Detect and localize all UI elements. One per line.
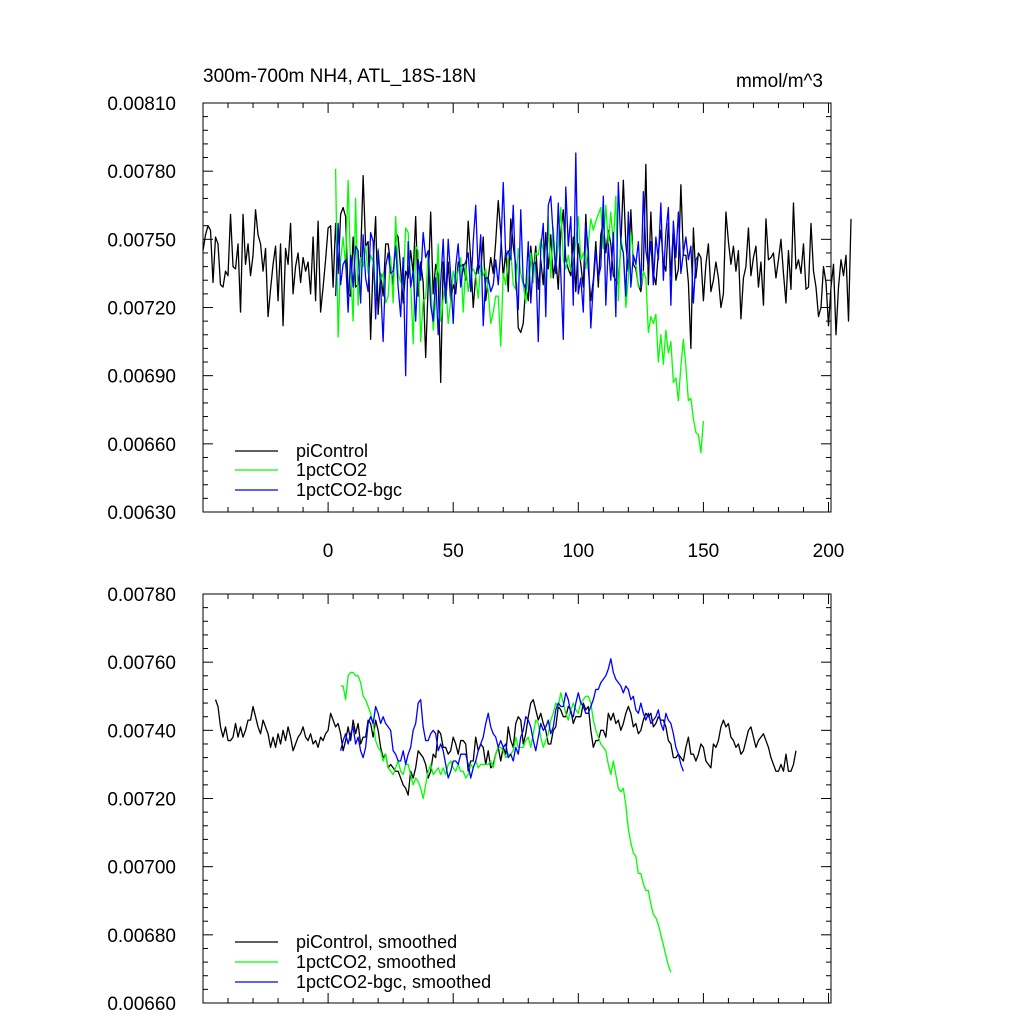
- top-axis-ticks: 0.00630 0.00660 0.00690 0.00720 0.00750 0.007…: [107, 94, 844, 562]
- y-tick-label: 0.00700: [107, 858, 176, 879]
- bottom-legend-label-1pctco2: 1pctCO2, smoothed: [296, 952, 456, 972]
- bottom-plot-frame: [202, 593, 832, 1004]
- y-tick-label: 0.00720: [107, 299, 176, 320]
- top-legend-label-1pctco2: 1pctCO2: [296, 460, 367, 480]
- top-legend-label-picontrol: piControl: [296, 441, 368, 461]
- bottom-legend: piControl, smoothed 1pctCO2, smoothed 1p…: [235, 932, 491, 992]
- top-panel-title: 300m-700m NH4, ATL_18S-18N: [203, 66, 476, 87]
- bottom-legend-label-picontrol: piControl, smoothed: [296, 932, 457, 952]
- y-tick-label: 0.00760: [107, 653, 176, 674]
- series-line-1pctco2-smoothed: [340, 671, 672, 973]
- x-tick-label: 50: [443, 541, 464, 562]
- y-tick-label: 0.00720: [107, 790, 176, 811]
- x-tick-label: 0: [323, 541, 334, 562]
- y-tick-label: 0.00810: [107, 94, 176, 115]
- x-tick-label: 100: [562, 541, 594, 562]
- y-tick-label: 0.00690: [107, 367, 176, 388]
- series-line-1pctco2-bgc: [334, 152, 699, 377]
- y-tick-label: 0.00660: [107, 435, 176, 456]
- y-tick-label: 0.00660: [107, 994, 176, 1015]
- series-line-1pctco2-bgc-smoothed: [339, 658, 684, 779]
- top-legend: piControl 1pctCO2 1pctCO2-bgc: [235, 441, 402, 500]
- top-panel: 300m-700m NH4, ATL_18S-18N mmol/m^3 0.00…: [107, 66, 852, 562]
- top-panel-units: mmol/m^3: [736, 71, 823, 92]
- y-tick-label: 0.00630: [107, 503, 176, 524]
- bottom-panel: 0.00660 0.00680 0.00700 0.00720 0.00740 0.007…: [107, 585, 832, 1015]
- y-tick-label: 0.00780: [107, 162, 176, 183]
- top-legend-label-1pctco2-bgc: 1pctCO2-bgc: [296, 480, 402, 500]
- top-plot-frame: [202, 102, 832, 513]
- series-line-picontrol-smoothed: [214, 699, 797, 796]
- bottom-axis-ticks: 0.00660 0.00680 0.00700 0.00720 0.00740 0.007…: [107, 585, 831, 1015]
- y-tick-label: 0.00780: [107, 585, 176, 606]
- y-tick-label: 0.00740: [107, 721, 176, 742]
- bottom-legend-label-1pctco2-bgc: 1pctCO2-bgc, smoothed: [296, 972, 491, 992]
- x-tick-label: 150: [688, 541, 720, 562]
- x-tick-label: 200: [813, 541, 845, 562]
- top-series-lines: [202, 152, 852, 454]
- bottom-series-lines: [214, 658, 797, 973]
- y-tick-label: 0.00750: [107, 230, 176, 251]
- y-tick-label: 0.00680: [107, 926, 176, 947]
